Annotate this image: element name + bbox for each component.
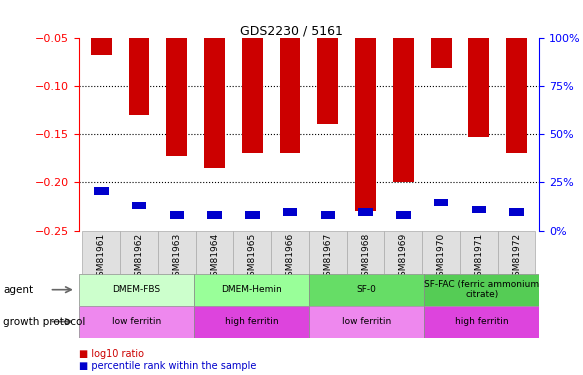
Text: GSM81971: GSM81971 bbox=[475, 233, 483, 282]
Bar bbox=[359, 209, 373, 216]
FancyBboxPatch shape bbox=[194, 306, 309, 338]
Bar bbox=[318, 38, 338, 124]
FancyBboxPatch shape bbox=[347, 231, 385, 274]
Text: GSM81970: GSM81970 bbox=[437, 233, 445, 282]
Bar bbox=[245, 211, 259, 219]
FancyBboxPatch shape bbox=[158, 231, 196, 274]
Text: agent: agent bbox=[3, 285, 33, 295]
Bar bbox=[355, 38, 376, 212]
Bar bbox=[393, 38, 414, 182]
Bar bbox=[321, 211, 335, 219]
FancyBboxPatch shape bbox=[498, 231, 536, 274]
Bar bbox=[506, 38, 527, 153]
Text: DMEM-Hemin: DMEM-Hemin bbox=[221, 285, 282, 294]
Bar bbox=[132, 202, 146, 209]
Text: GSM81968: GSM81968 bbox=[361, 233, 370, 282]
Bar bbox=[167, 38, 187, 156]
FancyBboxPatch shape bbox=[120, 231, 158, 274]
FancyBboxPatch shape bbox=[309, 231, 347, 274]
Text: GSM81964: GSM81964 bbox=[210, 233, 219, 282]
FancyBboxPatch shape bbox=[424, 306, 539, 338]
Text: GSM81972: GSM81972 bbox=[512, 233, 521, 282]
Bar bbox=[396, 211, 410, 219]
FancyBboxPatch shape bbox=[79, 274, 194, 306]
Text: DMEM-FBS: DMEM-FBS bbox=[112, 285, 160, 294]
Bar bbox=[469, 38, 489, 137]
Bar bbox=[129, 38, 149, 115]
FancyBboxPatch shape bbox=[271, 231, 309, 274]
Text: GSM81967: GSM81967 bbox=[324, 233, 332, 282]
Text: GSM81969: GSM81969 bbox=[399, 233, 408, 282]
FancyBboxPatch shape bbox=[422, 231, 460, 274]
Bar bbox=[431, 38, 451, 68]
Bar bbox=[170, 211, 184, 219]
Bar bbox=[472, 206, 486, 213]
Text: GSM81961: GSM81961 bbox=[97, 233, 106, 282]
Bar bbox=[208, 211, 222, 219]
FancyBboxPatch shape bbox=[233, 231, 271, 274]
Text: GSM81962: GSM81962 bbox=[135, 233, 143, 282]
FancyBboxPatch shape bbox=[82, 231, 120, 274]
FancyBboxPatch shape bbox=[385, 231, 422, 274]
Text: GDS2230 / 5161: GDS2230 / 5161 bbox=[240, 24, 343, 38]
Bar bbox=[283, 209, 297, 216]
FancyBboxPatch shape bbox=[194, 274, 309, 306]
Bar bbox=[510, 209, 524, 216]
Bar bbox=[91, 38, 112, 55]
Bar bbox=[242, 38, 263, 153]
Text: ■ log10 ratio: ■ log10 ratio bbox=[79, 350, 143, 359]
Text: GSM81963: GSM81963 bbox=[173, 233, 181, 282]
Text: high ferritin: high ferritin bbox=[224, 317, 278, 326]
FancyBboxPatch shape bbox=[424, 274, 539, 306]
Text: low ferritin: low ferritin bbox=[112, 317, 161, 326]
Text: GSM81966: GSM81966 bbox=[286, 233, 294, 282]
Bar bbox=[204, 38, 225, 168]
Text: growth protocol: growth protocol bbox=[3, 317, 85, 327]
Bar bbox=[280, 38, 300, 153]
Text: GSM81965: GSM81965 bbox=[248, 233, 257, 282]
Text: ■ percentile rank within the sample: ■ percentile rank within the sample bbox=[79, 361, 256, 370]
FancyBboxPatch shape bbox=[309, 306, 424, 338]
FancyBboxPatch shape bbox=[79, 306, 194, 338]
FancyBboxPatch shape bbox=[460, 231, 498, 274]
Text: SF-FAC (ferric ammonium
citrate): SF-FAC (ferric ammonium citrate) bbox=[424, 280, 539, 299]
Text: SF-0: SF-0 bbox=[357, 285, 377, 294]
FancyBboxPatch shape bbox=[196, 231, 233, 274]
Text: low ferritin: low ferritin bbox=[342, 317, 391, 326]
Text: high ferritin: high ferritin bbox=[455, 317, 508, 326]
Bar bbox=[94, 187, 108, 195]
Bar bbox=[434, 199, 448, 207]
FancyBboxPatch shape bbox=[309, 274, 424, 306]
